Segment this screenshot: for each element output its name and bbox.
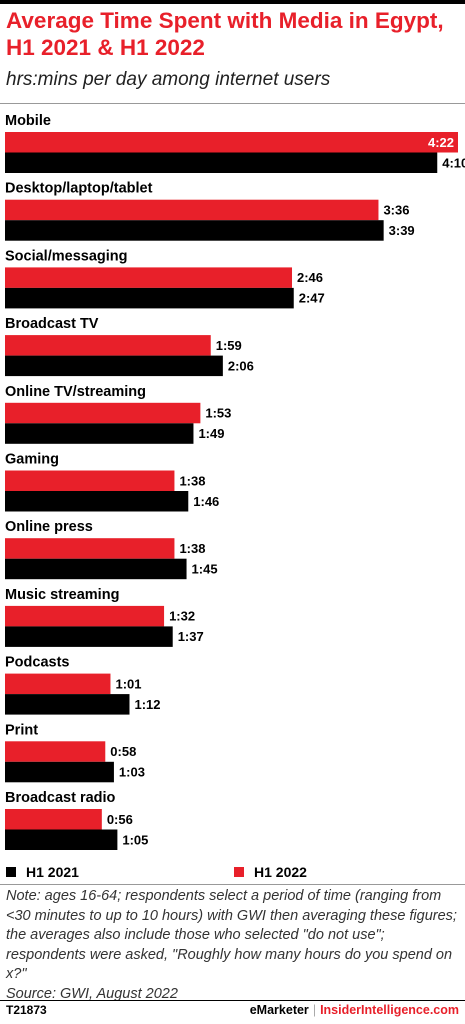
header-divider (0, 103, 465, 104)
legend-swatch-h1-2021 (6, 867, 16, 877)
bar-h1-2021-broadcast-tv (5, 355, 223, 377)
bar-h1-2022-online-press (5, 538, 175, 559)
category-label-social-messaging: Social/messaging (5, 248, 128, 264)
value-label-h1-2022-print: 0:58 (110, 744, 136, 759)
brand: eMarketer | InsiderIntelligence.com (250, 1003, 459, 1017)
value-label-h1-2022-podcasts: 1:01 (115, 676, 141, 691)
value-label-h1-2021-broadcast-radio: 1:05 (122, 832, 148, 847)
bar-h1-2022-mobile (5, 132, 458, 153)
value-label-h1-2022-social-messaging: 2:46 (297, 270, 323, 285)
footer-divider (0, 1000, 465, 1001)
legend-item-h1-2022: H1 2022 (234, 864, 307, 880)
value-label-h1-2021-social-messaging: 2:47 (299, 291, 325, 306)
value-label-h1-2021-print: 1:03 (119, 765, 145, 780)
bar-h1-2022-gaming (5, 470, 175, 491)
bar-h1-2021-desktop-laptop-tablet (5, 220, 384, 241)
brand-insider-intelligence: InsiderIntelligence.com (320, 1003, 459, 1017)
chart-id: T21873 (6, 1003, 47, 1017)
category-label-online-press: Online press (5, 519, 93, 535)
category-label-mobile: Mobile (5, 113, 51, 129)
bar-h1-2021-music-streaming (5, 626, 173, 647)
legend-label-h1-2022: H1 2022 (254, 864, 307, 880)
value-label-h1-2022-online-press: 1:38 (179, 541, 205, 556)
top-rule (0, 0, 465, 4)
notes: Note: ages 16-64; respondents select a p… (6, 887, 461, 1004)
value-label-h1-2021-online-press: 1:45 (192, 561, 218, 576)
note-text: Note: ages 16-64; respondents select a p… (6, 888, 457, 982)
legend-item-h1-2021: H1 2021 (6, 864, 79, 880)
category-label-podcasts: Podcasts (5, 655, 69, 671)
notes-divider (0, 884, 465, 885)
value-label-h1-2022-broadcast-radio: 0:56 (107, 812, 133, 827)
bar-h1-2022-online-tv-streaming (5, 402, 201, 424)
bar-h1-2021-broadcast-radio (5, 829, 118, 850)
value-label-h1-2021-mobile: 4:10 (442, 155, 465, 170)
value-label-h1-2021-desktop-laptop-tablet: 3:39 (389, 223, 415, 238)
source-text: Source: GWI, August 2022 (6, 985, 178, 1002)
legend-label-h1-2021: H1 2021 (26, 864, 79, 880)
bar-h1-2021-mobile (5, 152, 438, 173)
category-label-gaming: Gaming (5, 452, 59, 468)
bar-h1-2021-online-tv-streaming (5, 423, 194, 444)
bar-h1-2022-music-streaming (5, 605, 165, 627)
bar-h1-2022-print (5, 741, 106, 762)
bar-h1-2021-online-press (5, 558, 187, 580)
legend-swatch-h1-2022 (234, 867, 244, 877)
value-label-h1-2022-online-tv-streaming: 1:53 (205, 406, 231, 421)
bar-h1-2022-desktop-laptop-tablet (5, 199, 379, 221)
category-label-print: Print (5, 722, 38, 738)
value-label-h1-2022-broadcast-tv: 1:59 (216, 338, 242, 353)
category-label-music-streaming: Music streaming (5, 587, 119, 603)
value-label-h1-2021-gaming: 1:46 (193, 494, 219, 509)
category-label-desktop-laptop-tablet: Desktop/laptop/tablet (5, 181, 153, 197)
bar-h1-2022-podcasts (5, 673, 111, 695)
brand-separator: | (312, 1003, 317, 1017)
category-label-broadcast-tv: Broadcast TV (5, 316, 99, 332)
bar-h1-2021-print (5, 761, 114, 783)
value-label-h1-2022-gaming: 1:38 (179, 473, 205, 488)
category-label-broadcast-radio: Broadcast radio (5, 790, 116, 806)
brand-emarketer: eMarketer (249, 1003, 309, 1017)
value-label-h1-2022-mobile: 4:22 (428, 135, 454, 150)
chart-title: Average Time Spent with Media in Egypt, … (6, 8, 444, 60)
value-label-h1-2021-online-tv-streaming: 1:49 (198, 426, 224, 441)
bar-h1-2021-podcasts (5, 694, 130, 715)
bar-h1-2022-broadcast-radio (5, 809, 102, 830)
bar-h1-2021-social-messaging (5, 287, 294, 309)
value-label-h1-2021-music-streaming: 1:37 (178, 629, 204, 644)
category-label-online-tv-streaming: Online TV/streaming (5, 384, 146, 400)
bar-h1-2021-gaming (5, 491, 189, 512)
value-label-h1-2021-podcasts: 1:12 (134, 697, 160, 712)
bar-h1-2022-broadcast-tv (5, 335, 211, 356)
chart-subtitle: hrs:mins per day among internet users (6, 69, 331, 90)
bar-h1-2022-social-messaging (5, 267, 293, 288)
value-label-h1-2022-music-streaming: 1:32 (169, 609, 195, 624)
value-label-h1-2021-broadcast-tv: 2:06 (228, 358, 254, 373)
value-label-h1-2022-desktop-laptop-tablet: 3:36 (383, 202, 409, 217)
